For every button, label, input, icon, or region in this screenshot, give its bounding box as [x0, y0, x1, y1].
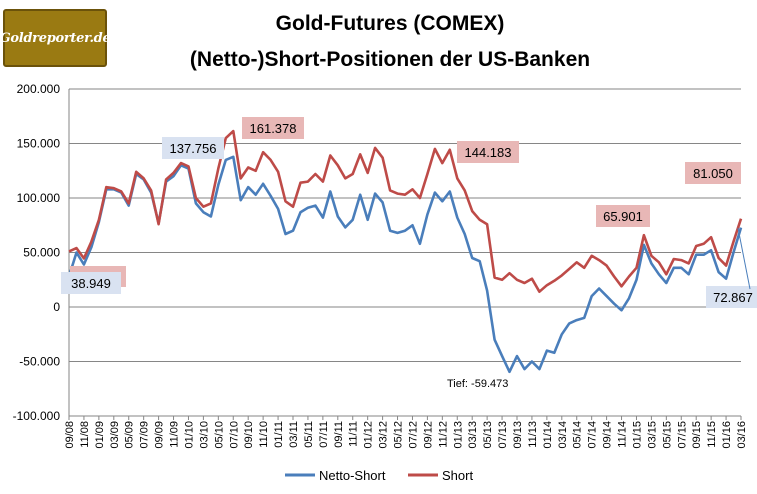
x-tick-label: 05/11: [303, 421, 315, 448]
x-tick-label: 05/09: [124, 421, 136, 449]
x-tick-label: 07/11: [318, 421, 330, 448]
annotation-label: Tief: -59.473: [447, 378, 508, 390]
x-tick-label: 01/12: [363, 421, 375, 449]
x-tick-label: 05/14: [572, 421, 584, 449]
x-tick-label: 07/15: [676, 421, 688, 449]
x-tick-label: 09/14: [602, 421, 614, 449]
x-tick-label: 07/09: [139, 421, 151, 449]
x-tick-label: 09/08: [64, 421, 76, 449]
x-tick-label: 03/11: [288, 421, 300, 448]
y-tick-label: 50.000: [23, 246, 60, 260]
annotation-label: 161.378: [250, 121, 297, 136]
x-tick-label: 11/09: [169, 421, 181, 448]
annotation-label: 65.901: [603, 209, 643, 224]
annotation-label: 144.183: [465, 145, 512, 160]
annotation-label: 38.949: [71, 276, 111, 291]
x-tick-label: 11/08: [79, 421, 91, 448]
annotation-box: [596, 205, 650, 227]
annotation-label: 137.756: [170, 141, 217, 156]
y-tick-label: -100.000: [13, 409, 61, 423]
chart-title-line2: (Netto-)Short-Positionen der US-Banken: [189, 48, 591, 71]
annotation-box: [685, 162, 741, 184]
series-line-netto-short: [67, 155, 743, 374]
x-tick-label: 03/10: [198, 421, 210, 449]
legend-label: Netto-Short: [319, 468, 386, 483]
annotation-leader: [737, 227, 751, 290]
annotation-box: [242, 117, 304, 139]
x-tick-label: 05/12: [393, 421, 405, 449]
x-tick-label: 01/16: [721, 421, 733, 449]
x-tick-label: 07/10: [228, 421, 240, 449]
x-tick-label: 03/12: [378, 421, 390, 449]
x-tick-label: 05/10: [213, 421, 225, 449]
y-tick-label: 200.000: [17, 82, 61, 96]
x-tick-label: 11/14: [617, 421, 629, 448]
logo-text: Goldreporter.de: [0, 30, 111, 46]
x-tick-label: 09/09: [154, 421, 166, 449]
annotation-box: [61, 272, 121, 294]
x-tick-label: 03/09: [109, 421, 121, 449]
chart-title-line1: Gold-Futures (COMEX): [275, 12, 505, 35]
annotation-label: 81.050: [693, 166, 733, 181]
x-tick-label: 07/12: [407, 421, 419, 449]
x-tick-label: 03/13: [467, 421, 479, 449]
x-tick-label: 01/13: [452, 421, 464, 449]
x-tick-label: 11/11: [348, 421, 360, 447]
annotation-box: [162, 137, 224, 159]
goldreporter-logo: Goldreporter.de: [0, 9, 111, 67]
x-tick-label: 03/14: [557, 421, 569, 449]
x-tick-label: 09/10: [243, 421, 255, 449]
x-tick-label: 03/15: [646, 421, 658, 449]
x-tick-label: 11/15: [706, 421, 718, 448]
legend-label: Short: [442, 468, 473, 483]
x-tick-label: 11/13: [527, 421, 539, 448]
x-tick-label: 09/12: [422, 421, 434, 449]
y-tick-label: -50.000: [19, 355, 60, 369]
x-tick-label: 09/11: [333, 421, 345, 448]
y-tick-label: 150.000: [17, 137, 61, 151]
annotation-box: [706, 286, 757, 308]
x-tick-label: 03/16: [736, 421, 748, 449]
annotation-box: [457, 141, 519, 163]
x-tick-label: 01/09: [94, 421, 106, 449]
x-tick-label: 07/14: [587, 421, 599, 449]
x-tick-label: 01/10: [183, 421, 195, 449]
x-tick-label: 09/15: [691, 421, 703, 449]
x-tick-label: 05/13: [482, 421, 494, 449]
x-tick-label: 01/14: [542, 421, 554, 449]
y-tick-label: 100.000: [17, 191, 61, 205]
x-tick-label: 09/13: [512, 421, 524, 449]
x-tick-label: 05/15: [661, 421, 673, 449]
y-tick-label: 0: [53, 300, 60, 314]
x-tick-label: 11/12: [437, 421, 449, 448]
annotation-label: 72.867: [713, 290, 753, 305]
x-tick-label: 01/15: [631, 421, 643, 449]
series-line-short: [68, 129, 743, 294]
x-tick-label: 07/13: [497, 421, 509, 449]
x-tick-label: 11/10: [258, 421, 270, 448]
x-tick-label: 01/11: [273, 421, 285, 448]
